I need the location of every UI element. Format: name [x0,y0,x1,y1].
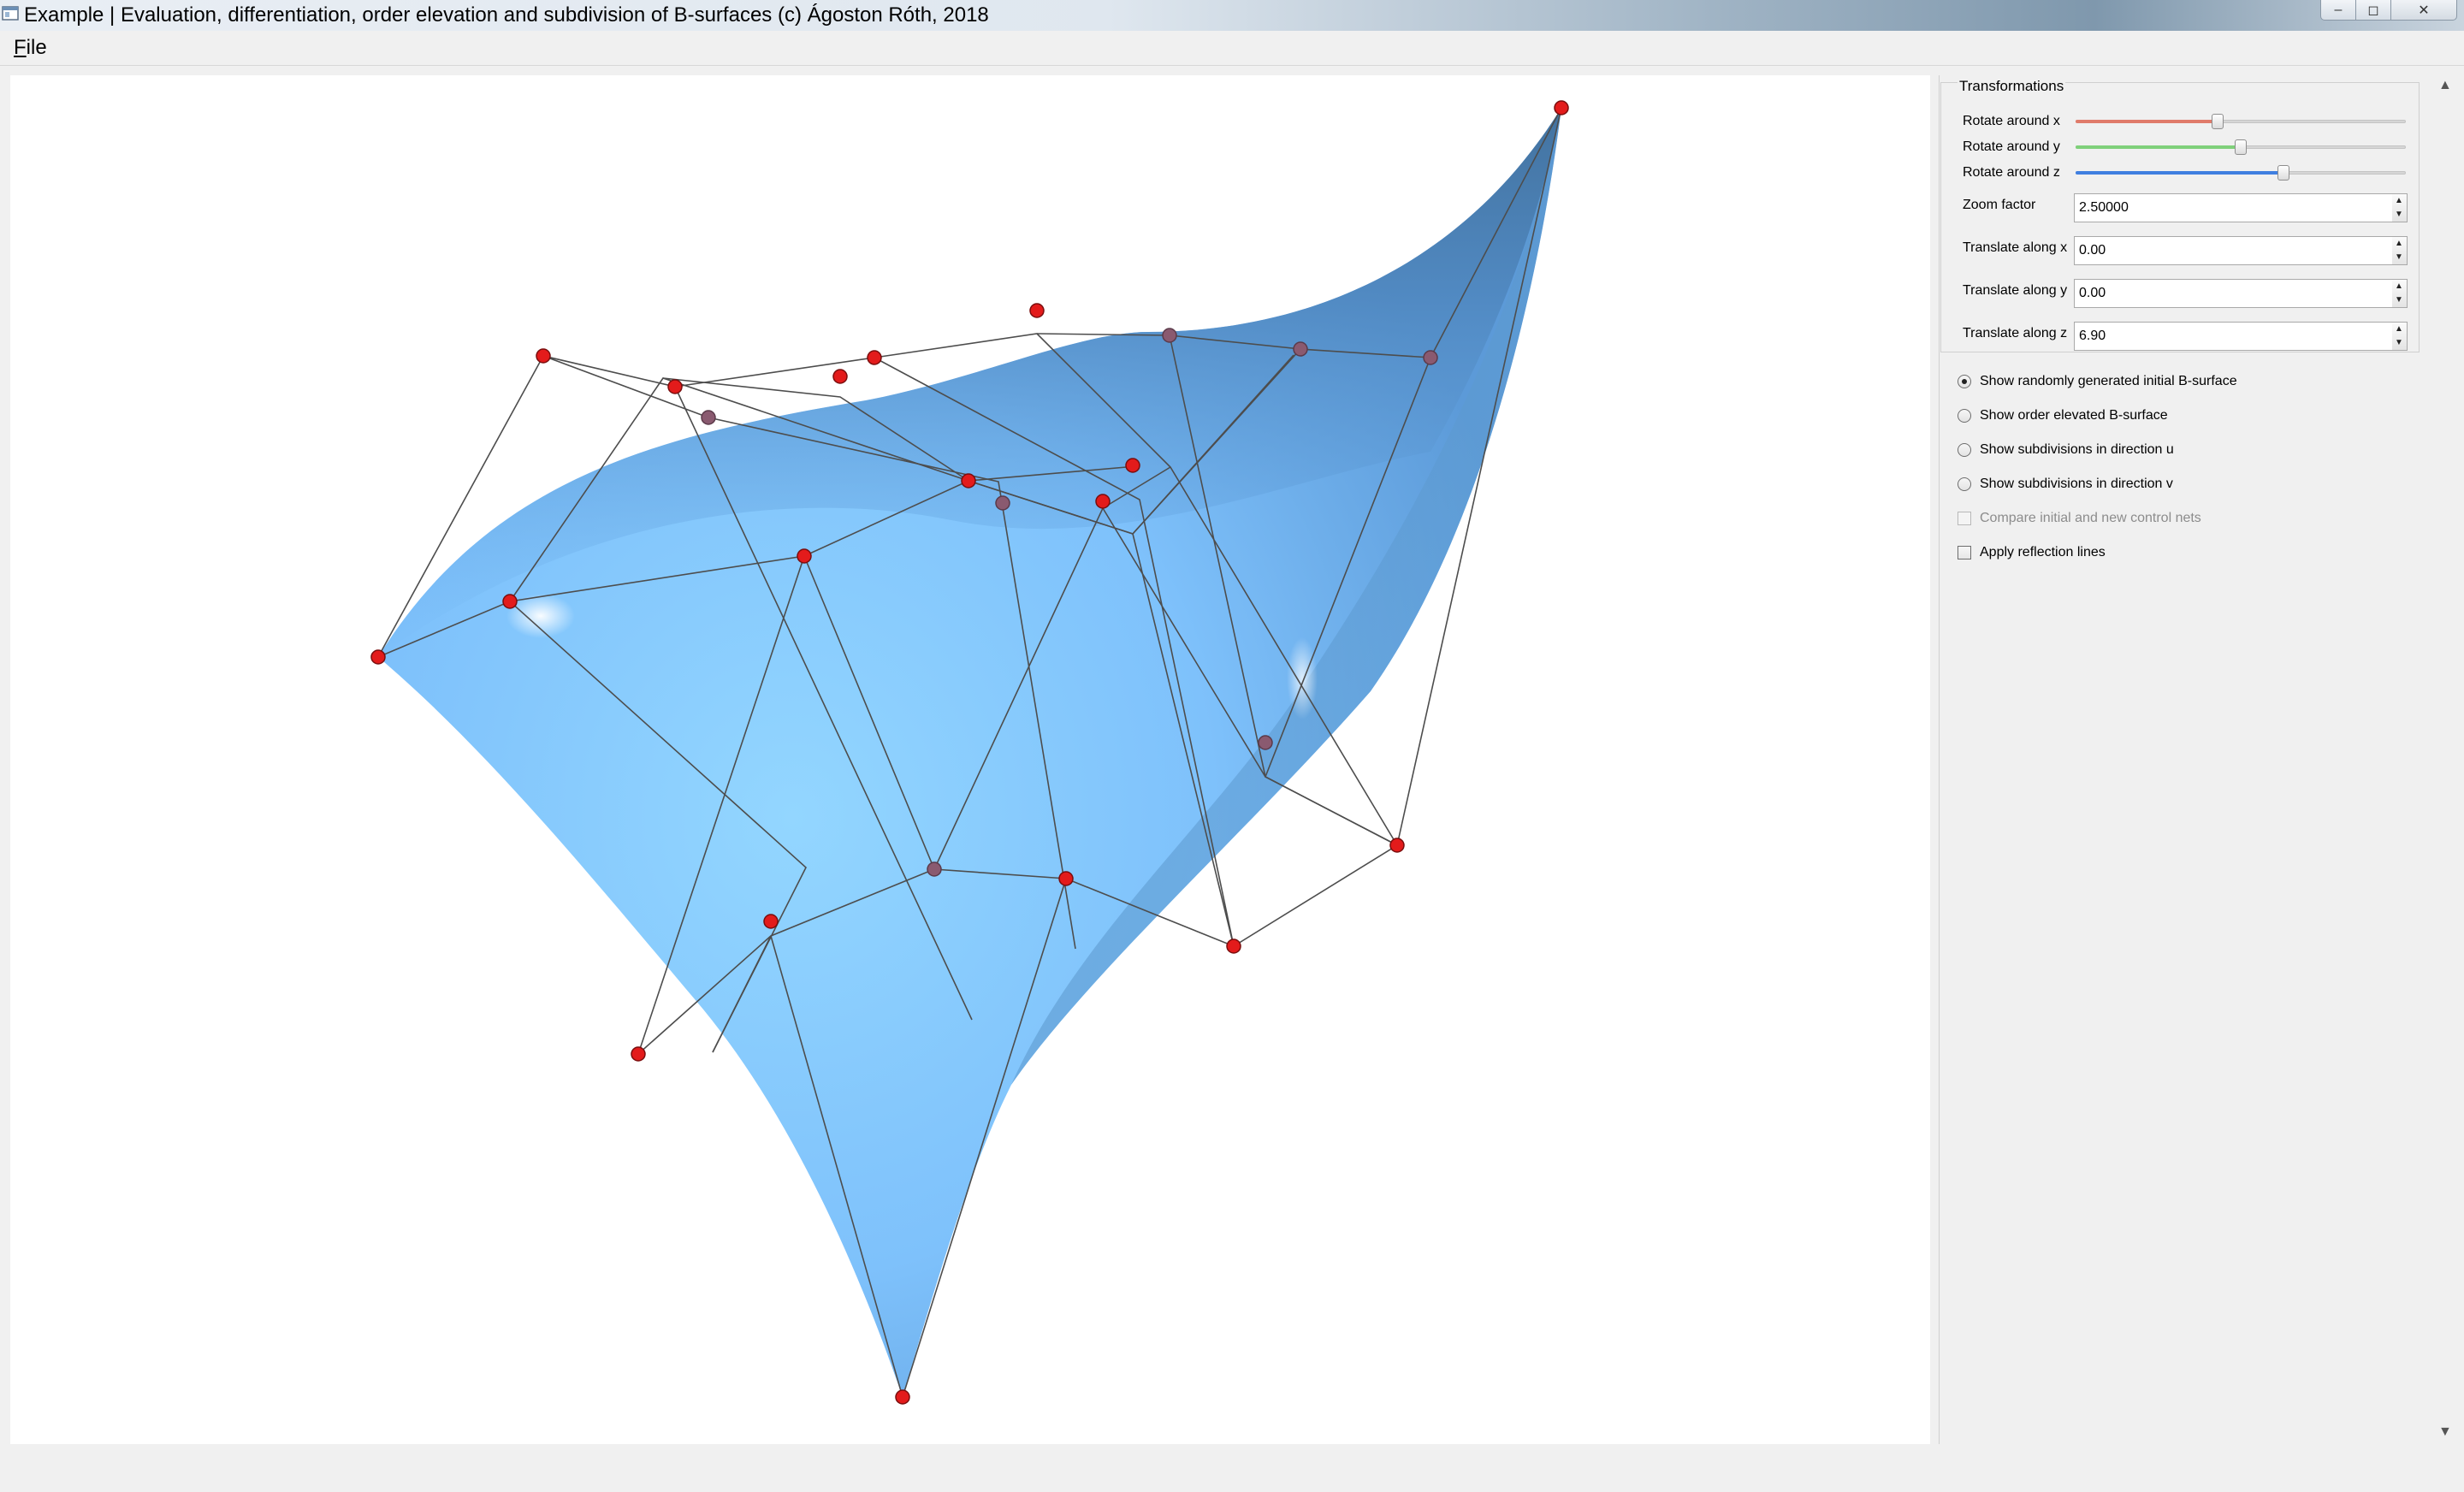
translate-x-input[interactable] [2079,238,2370,263]
zoom-factor-input[interactable] [2079,195,2370,221]
rotate-y-slider-fill [2076,145,2241,149]
title-bar: Example | Evaluation, differentiation, o… [0,0,2464,32]
control-point [631,1046,646,1062]
translate-z-label: Translate along z [1963,326,2068,340]
close-button[interactable]: ✕ [2390,0,2457,21]
control-point-hidden [1423,350,1438,365]
spin-up-icon[interactable]: ▲ [2395,281,2403,291]
compare-nets-checkbox[interactable] [1958,512,1971,525]
rotate-z-slider-handle[interactable] [2277,165,2289,181]
reflection-lines-checkbox[interactable] [1958,546,1971,560]
spin-down-icon[interactable]: ▼ [2395,295,2403,305]
rotate-y-slider-handle[interactable] [2235,139,2247,155]
translate-z-stepper[interactable]: ▲ ▼ [2392,322,2408,351]
subdivisions-u-radio[interactable] [1958,443,1971,457]
control-point-hidden [927,861,942,877]
translate-x-label: Translate along x [1963,240,2068,255]
spin-up-icon[interactable]: ▲ [2395,324,2403,334]
spin-up-icon[interactable]: ▲ [2395,239,2403,248]
transformations-title: Transformations [1958,78,2066,95]
side-panel-scrollbar[interactable]: ▲ ▼ [2435,75,2455,1444]
translate-y-stepper[interactable]: ▲ ▼ [2392,279,2408,308]
b-surface-render [370,100,1569,1405]
control-net-line [509,465,1137,602]
control-point [502,594,518,609]
gl-viewport[interactable] [10,75,1930,1444]
minimize-button[interactable]: – [2320,0,2356,21]
subdivisions-v-label[interactable]: Show subdivisions in direction v [1980,477,2173,491]
spin-down-icon[interactable]: ▼ [2395,338,2403,347]
control-point-hidden [1162,328,1177,343]
control-point [1058,871,1074,886]
control-point [667,379,683,394]
translate-y-input[interactable] [2079,281,2370,306]
control-point [370,649,386,665]
specular-highlight [506,594,575,638]
control-net-line [874,333,1398,846]
control-net-line [662,377,969,482]
control-net-line [542,355,1076,950]
control-point-hidden [1293,341,1308,357]
menu-file-label: ile [26,36,47,59]
translate-z-input[interactable] [2079,323,2370,349]
translate-y-label: Translate along y [1963,283,2068,298]
control-point [895,1389,910,1405]
control-net-line [377,355,973,1021]
close-icon: ✕ [2418,3,2430,18]
show-initial-label[interactable]: Show randomly generated initial B-surfac… [1980,374,2237,388]
rotate-x-label: Rotate around x [1963,114,2060,128]
control-point [1029,303,1045,318]
spin-down-icon[interactable]: ▼ [2395,252,2403,262]
control-point-hidden [995,495,1010,511]
rotate-z-label: Rotate around z [1963,165,2060,180]
control-point [961,473,976,488]
control-net-line [968,354,1294,535]
compare-nets-label: Compare initial and new control nets [1980,511,2201,525]
control-point-hidden [1258,735,1273,750]
control-net-line [712,935,772,1053]
subdivisions-v-radio[interactable] [1958,477,1971,491]
maximize-button[interactable]: ◻ [2355,0,2391,21]
control-point [1125,458,1140,473]
control-point [1095,494,1111,509]
maximize-icon: ◻ [2367,3,2379,18]
scroll-up-icon[interactable]: ▲ [2438,78,2452,92]
menu-bar: File [0,31,2464,66]
menu-file[interactable]: File [14,36,47,60]
zoom-factor-stepper[interactable]: ▲ ▼ [2392,193,2408,222]
specular-highlight [1287,637,1318,719]
surface-shadow-top [378,108,1561,657]
control-point [763,914,779,929]
control-points [370,100,1569,1405]
app-icon [2,6,19,21]
control-net-line [637,555,805,1055]
control-point [1554,100,1569,115]
zoom-factor-label: Zoom factor [1963,198,2036,212]
control-point [867,350,882,365]
rotate-y-label: Rotate around y [1963,139,2060,154]
control-point [797,548,812,564]
spin-down-icon[interactable]: ▼ [2395,210,2403,219]
control-point [832,369,848,384]
rotate-x-slider-fill [2076,120,2218,123]
control-point [1389,838,1405,853]
subdivisions-u-label[interactable]: Show subdivisions in direction u [1980,442,2174,457]
control-net-line [674,357,1235,947]
rotate-z-slider-fill [2076,171,2283,175]
translate-x-stepper[interactable]: ▲ ▼ [2392,236,2408,265]
reflection-lines-label[interactable]: Apply reflection lines [1980,545,2106,560]
scroll-down-icon[interactable]: ▼ [2438,1424,2452,1439]
window-title: Example | Evaluation, differentiation, o… [24,3,989,27]
menu-file-mnemonic: F [14,36,27,59]
control-point-hidden [701,410,716,425]
rotate-x-slider-handle[interactable] [2212,114,2224,129]
control-point [1226,938,1241,954]
show-initial-radio[interactable] [1958,375,1971,388]
control-point [536,348,551,364]
show-elevated-label[interactable]: Show order elevated B-surface [1980,408,2168,423]
spin-up-icon[interactable]: ▲ [2395,196,2403,205]
minimize-icon: – [2334,2,2343,17]
window-controls: – ◻ ✕ [2320,0,2457,22]
show-elevated-radio[interactable] [1958,409,1971,423]
